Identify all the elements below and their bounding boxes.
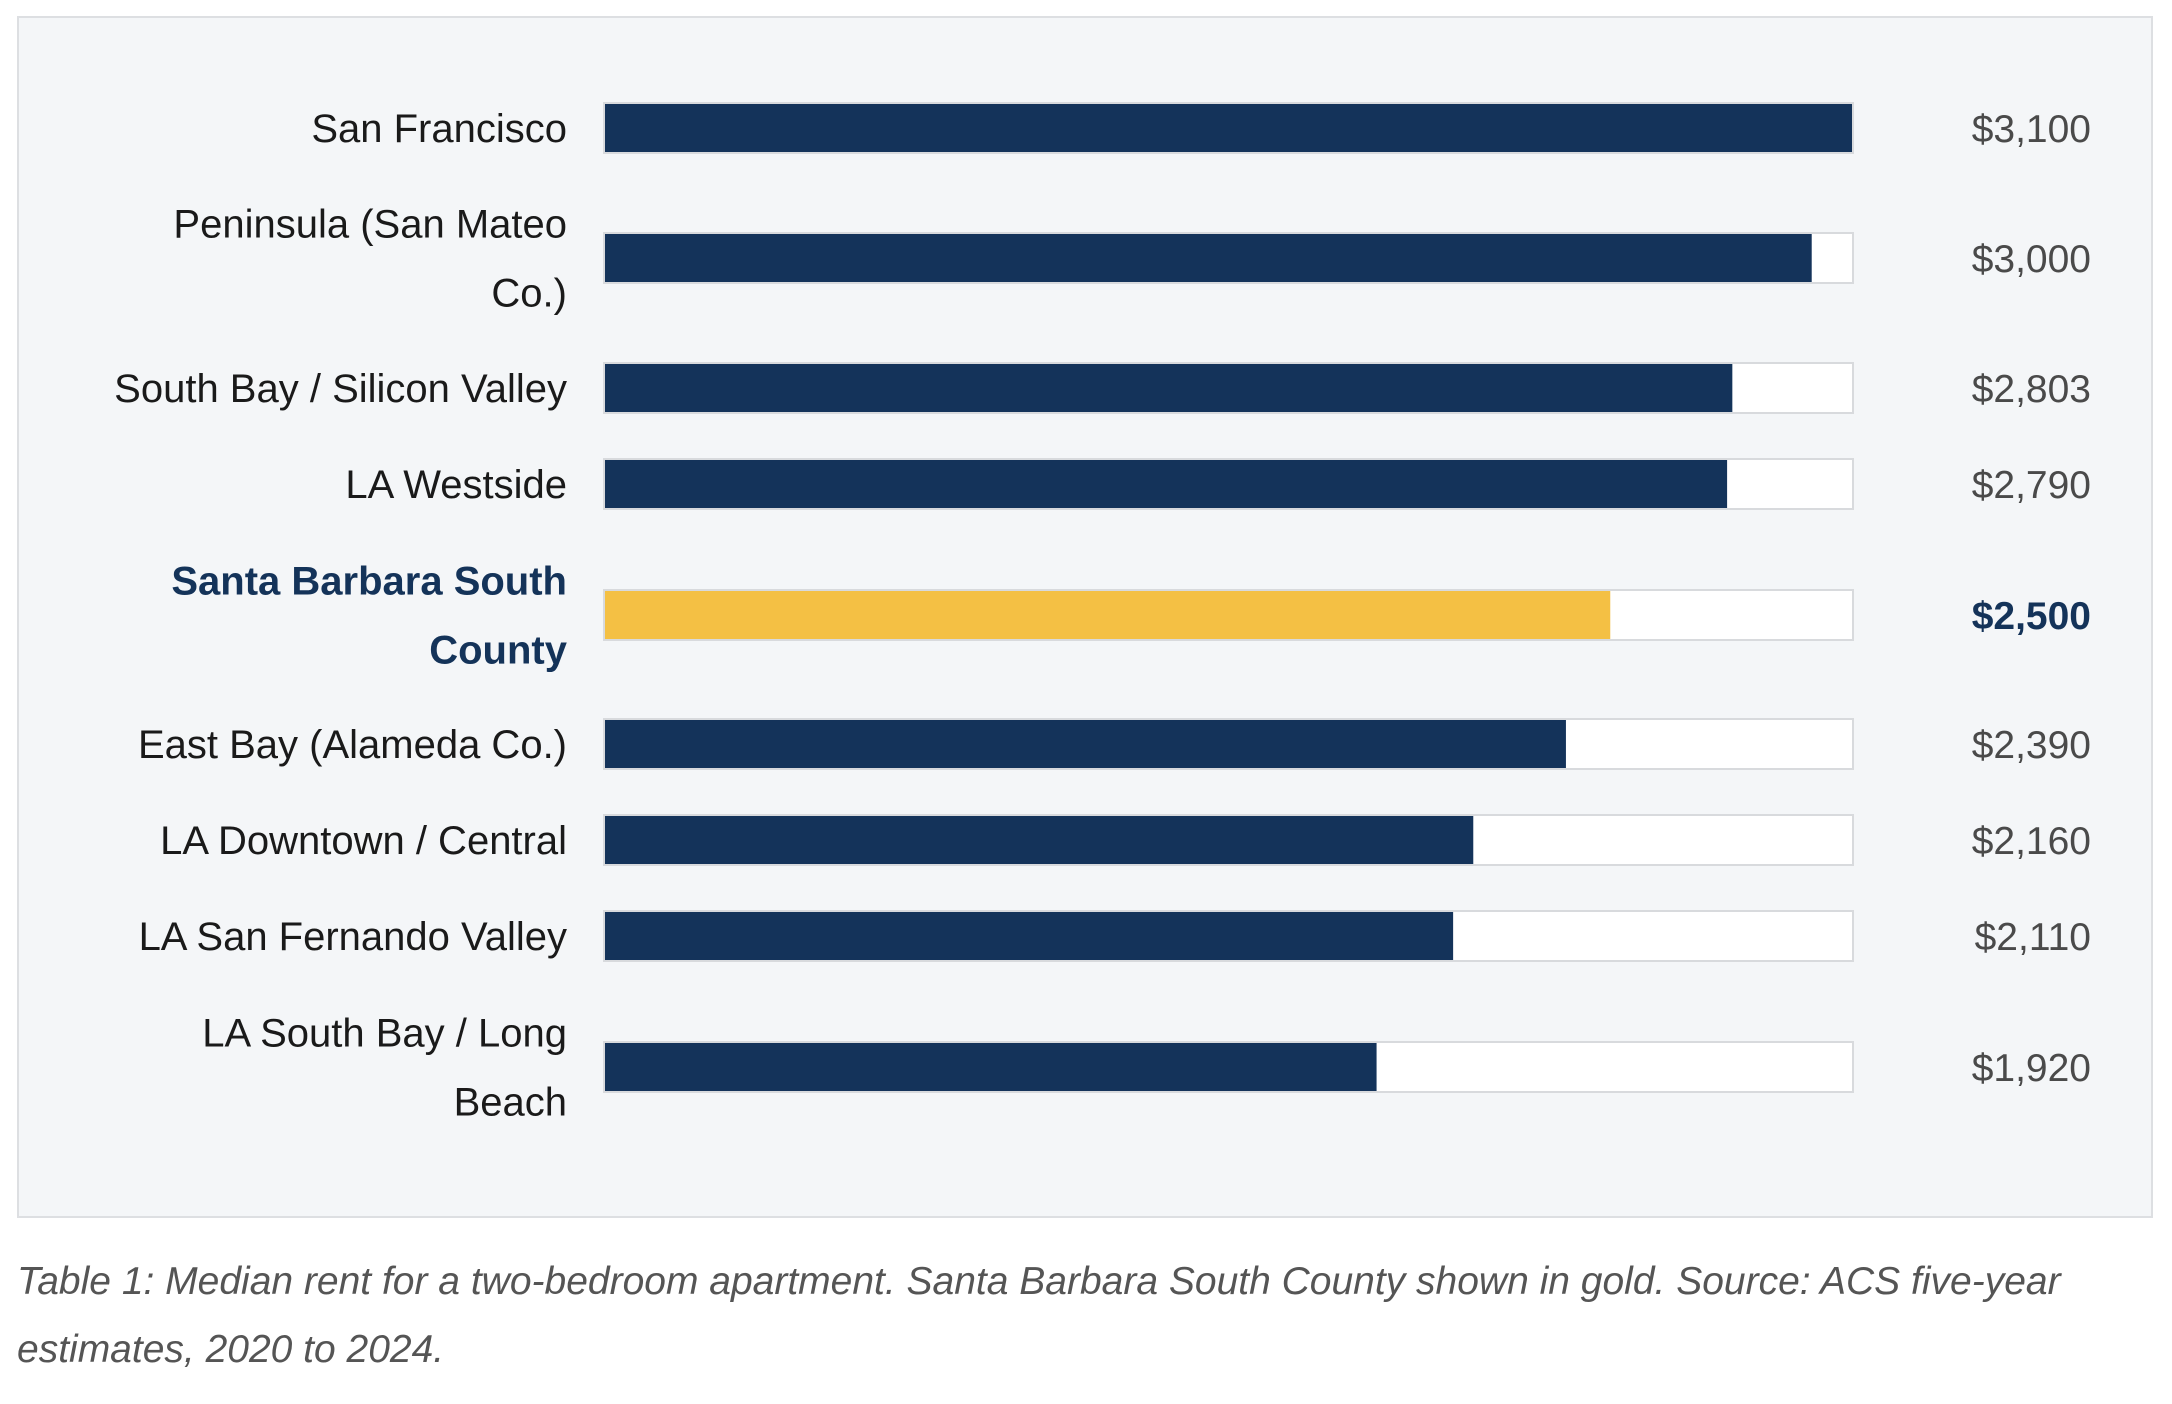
value-label: $2,390 — [1972, 724, 2091, 767]
bar-chart: San Francisco $3,100 Peninsula (San Mateo C… — [114, 102, 2091, 1125]
bar — [605, 460, 1728, 508]
bar — [605, 104, 1852, 152]
value-label: $2,803 — [1972, 368, 2091, 411]
category-label: LA Westside — [345, 463, 567, 507]
figure-caption: Table 1: Median rent for a two-bedroom a… — [17, 1260, 2061, 1371]
chart-panel: San Francisco $3,100 Peninsula (San Mateo C… — [17, 16, 2153, 1218]
value-label: $2,160 — [1972, 820, 2091, 863]
category-label: Santa Barbara South County — [171, 560, 567, 673]
bar — [605, 912, 1454, 960]
category-label: South Bay / Silicon Valley — [114, 367, 567, 411]
bar — [605, 364, 1733, 412]
value-label: $2,500 — [1972, 595, 2091, 638]
category-label: Peninsula (San Mateo Co.) — [173, 203, 567, 316]
category-label: East Bay (Alameda Co.) — [138, 723, 567, 767]
category-label: LA San Fernando Valley — [139, 915, 567, 959]
bar — [605, 720, 1566, 768]
bar-highlight — [605, 591, 1611, 639]
category-label: LA Downtown / Central — [160, 819, 567, 863]
bar — [605, 234, 1812, 282]
value-label: $2,790 — [1972, 464, 2091, 507]
value-label: $3,000 — [1972, 238, 2091, 281]
value-label: $2,110 — [1975, 916, 2091, 959]
value-label: $1,920 — [1972, 1047, 2091, 1090]
bar — [605, 816, 1474, 864]
value-label: $3,100 — [1972, 108, 2091, 151]
category-label: LA South Bay / Long Beach — [202, 1012, 567, 1125]
bar — [605, 1043, 1377, 1091]
category-label: San Francisco — [311, 107, 567, 151]
